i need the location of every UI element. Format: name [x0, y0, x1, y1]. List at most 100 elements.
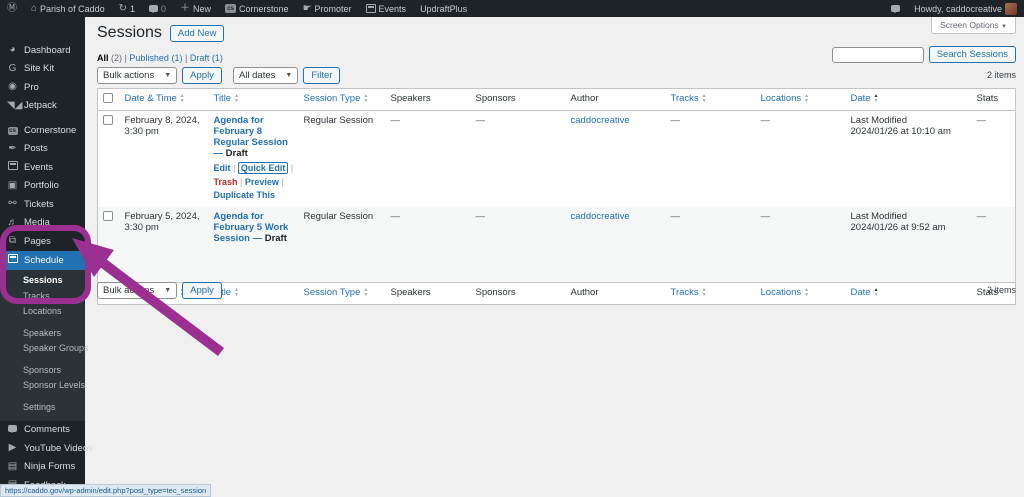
column-tracks[interactable]: Tracks ▲ ▼ — [671, 287, 707, 298]
session-title-link[interactable]: Agenda for February 8 Regular Session — — [213, 115, 288, 159]
author-link[interactable]: caddocreative — [570, 210, 630, 222]
sidebar-item-label: Jetpack — [24, 100, 57, 112]
sidebar-item-cornerstone[interactable]: cs Cornerstone — [0, 121, 85, 140]
quick-edit-link[interactable]: Quick Edit — [237, 162, 289, 174]
submenu-item-speakers[interactable]: Speakers — [0, 325, 85, 341]
wordpress-logo[interactable]: Ⓜ — [0, 0, 24, 17]
notification-menu[interactable] — [884, 0, 907, 17]
sidebar-item-pages[interactable]: ⧉ Pages — [0, 232, 85, 251]
sidebar-item-portfolio[interactable]: ▣ Portfolio — [0, 177, 85, 196]
duplicate-link[interactable]: Duplicate This — [213, 190, 276, 200]
sidebar-item-ninja-forms[interactable]: ▤ Ninja Forms — [0, 458, 85, 477]
sidebar-item-label: Ninja Forms — [24, 461, 76, 473]
sidebar-item-comments[interactable]: Comments — [0, 421, 85, 440]
select-all-checkbox[interactable] — [103, 93, 113, 103]
title-row: Sessions Add New — [97, 24, 225, 42]
column-locations[interactable]: Locations ▲ ▼ — [761, 287, 810, 298]
comments-menu[interactable]: 0 — [142, 0, 173, 17]
session-title-link[interactable]: Agenda for February 5 Work Session — — [213, 210, 289, 244]
add-new-button[interactable]: Add New — [169, 24, 225, 42]
cornerstone-icon: cs — [7, 127, 18, 136]
submenu-item-sponsor-levels[interactable]: Sponsor Levels — [0, 378, 85, 394]
preview-link[interactable]: Preview — [244, 176, 279, 187]
sort-icon: ▲▼ — [804, 287, 810, 298]
separator: | — [184, 53, 188, 63]
submenu-item-label: Sessions — [23, 275, 63, 286]
bulk-actions-select[interactable]: Bulk actions ▼ — [97, 282, 178, 299]
sidebar-item-jetpack[interactable]: ◥◢ Jetpack — [0, 97, 85, 116]
view-draft-link[interactable]: Draft (1) — [190, 53, 223, 63]
row-checkbox[interactable] — [103, 210, 113, 221]
column-locations[interactable]: Locations ▲ ▼ — [761, 93, 810, 104]
column-label: Locations — [760, 287, 802, 298]
new-content-menu[interactable]: ＋ New — [173, 0, 218, 17]
sort-icon: ▲▼ — [234, 93, 240, 104]
sidebar-item-label: Pages — [24, 235, 51, 247]
updraftplus-menu[interactable]: UpdraftPlus — [413, 0, 474, 17]
bulk-actions-label: Bulk actions — [103, 70, 155, 81]
promoter-icon: ☛ — [302, 2, 312, 14]
column-date[interactable]: Date ▲ ▼ — [851, 287, 879, 298]
sidebar-item-posts[interactable]: ✒ Posts — [0, 140, 85, 159]
sort-icon: ▲▼ — [804, 93, 810, 104]
trash-link[interactable]: Trash — [213, 176, 238, 187]
cell-tracks: — — [670, 115, 681, 126]
edit-link[interactable]: Edit — [213, 163, 231, 173]
sidebar-item-media[interactable]: ♬ Media — [0, 214, 85, 233]
promoter-label: Promoter — [314, 3, 352, 14]
column-label: Date & Time — [124, 93, 177, 104]
view-count: (1) — [171, 53, 183, 63]
sidebar-item-youtube-videos[interactable]: ▶ YouTube Videos — [0, 439, 93, 458]
bulk-actions-select[interactable]: Bulk actions ▼ — [97, 67, 178, 84]
search-input[interactable] — [831, 46, 924, 63]
column-date[interactable]: Date ▲ ▼ — [851, 93, 879, 104]
apply-button[interactable]: Apply — [182, 282, 222, 299]
column-title[interactable]: Title ▲ ▼ — [214, 93, 240, 104]
sidebar-item-schedule[interactable]: Schedule — [0, 250, 85, 270]
column-session-type[interactable]: Session Type ▲ ▼ — [304, 287, 369, 298]
column-label: Session Type — [303, 93, 361, 104]
column-label: Date — [850, 93, 871, 104]
view-count: (1) — [211, 53, 223, 63]
sidebar-item-label: Site Kit — [24, 63, 55, 75]
sidebar-item-site-kit[interactable]: G Site Kit — [0, 60, 85, 79]
column-date-time[interactable]: Date & Time▲▼ — [125, 93, 185, 104]
view-published-link[interactable]: Published (1) — [129, 53, 182, 63]
site-name-menu[interactable]: ⌂ Parish of Caddo — [24, 0, 112, 17]
cornerstone-menu[interactable]: cs Cornerstone — [218, 0, 296, 17]
comments-icon — [7, 424, 18, 435]
filter-button[interactable]: Filter — [303, 67, 341, 84]
bottom-table-nav: Bulk actions ▼ Apply — [97, 282, 222, 299]
sidebar-item-events[interactable]: Events — [0, 158, 85, 177]
my-account-menu[interactable]: Howdy, caddocreative — [907, 0, 1024, 17]
promoter-menu[interactable]: ☛ Promoter — [296, 0, 359, 17]
author-link[interactable]: caddocreative — [570, 115, 630, 126]
sidebar-item-pro[interactable]: ◉ Pro — [0, 78, 85, 97]
sidebar-item-dashboard[interactable]: ◕ Dashboard — [0, 41, 85, 60]
column-tracks[interactable]: Tracks ▲ ▼ — [671, 93, 707, 104]
cell-date-time: February 8, 2024, 3:30 pm — [124, 115, 200, 137]
all-dates-select[interactable]: All dates ▼ — [232, 67, 299, 84]
view-all-link[interactable]: All (2) — [97, 53, 122, 63]
screen-options-button[interactable]: Screen Options ▼ — [931, 17, 1016, 34]
submenu-item-locations[interactable]: Locations — [0, 304, 85, 320]
submenu-item-sessions[interactable]: Sessions — [0, 273, 85, 289]
calendar-icon — [7, 161, 18, 173]
column-sponsors: Sponsors — [475, 287, 516, 298]
row-checkbox[interactable] — [103, 115, 113, 125]
submenu-item-sponsors[interactable]: Sponsors — [0, 362, 85, 378]
column-session-type[interactable]: Session Type ▲ ▼ — [304, 93, 369, 104]
dashboard-icon: ◕ — [9, 44, 16, 56]
submenu-item-settings[interactable]: Settings — [0, 399, 85, 415]
events-menu[interactable]: Events — [359, 0, 414, 17]
play-icon: ▶ — [8, 442, 17, 454]
submenu-item-tracks[interactable]: Tracks — [0, 288, 85, 304]
updates-menu[interactable]: ↻ 1 — [112, 0, 142, 17]
submenu-item-label: Speaker Groups — [23, 343, 89, 354]
submenu-item-speaker-groups[interactable]: Speaker Groups — [0, 341, 89, 357]
separator: | — [233, 163, 236, 173]
search-sessions-button[interactable]: Search Sessions — [928, 46, 1016, 63]
search-row: Search Sessions — [831, 46, 1016, 63]
sidebar-item-tickets[interactable]: ⚯ Tickets — [0, 195, 85, 214]
apply-button[interactable]: Apply — [182, 67, 222, 84]
